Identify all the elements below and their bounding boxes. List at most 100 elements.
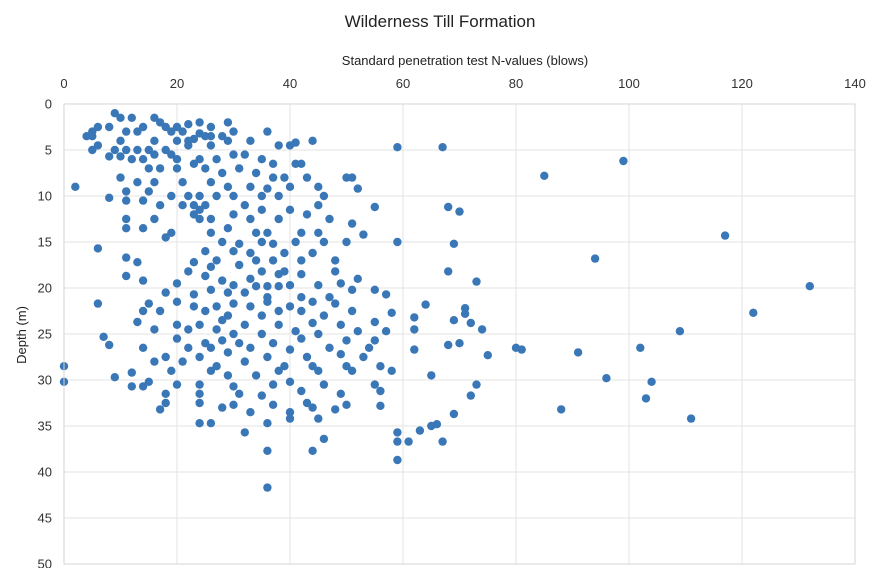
data-point [150, 325, 159, 334]
data-point [105, 193, 114, 202]
data-point [432, 420, 442, 429]
data-point [274, 270, 283, 279]
data-point [280, 248, 289, 258]
data-point [268, 339, 278, 348]
x-tick-label: 20 [170, 76, 184, 91]
data-point [223, 136, 233, 145]
y-tick-label: 15 [38, 235, 52, 250]
data-point [381, 290, 391, 299]
data-point [246, 302, 255, 311]
data-point [325, 343, 334, 352]
data-point [410, 325, 419, 334]
data-point [308, 362, 317, 371]
data-point [647, 377, 656, 386]
data-point [263, 282, 272, 291]
data-point [449, 409, 459, 419]
data-point [122, 224, 131, 233]
data-point [353, 327, 362, 336]
data-point [229, 127, 238, 136]
data-point [144, 299, 153, 308]
data-point [93, 299, 103, 308]
data-point [133, 127, 142, 136]
data-point [285, 345, 295, 354]
data-point [150, 150, 159, 159]
data-point [636, 343, 645, 352]
data-point [268, 159, 278, 168]
data-point [455, 339, 464, 348]
data-point [308, 403, 317, 412]
data-point [195, 380, 204, 389]
data-point [641, 394, 651, 403]
data-point [122, 253, 131, 262]
data-point [285, 408, 295, 417]
y-tick-label: 5 [45, 143, 52, 158]
data-point [359, 352, 368, 362]
data-point [133, 317, 142, 327]
data-point [393, 237, 402, 247]
data-point [201, 339, 210, 348]
data-point [218, 403, 227, 412]
data-point [223, 182, 233, 191]
data-point [184, 267, 193, 276]
data-point [212, 302, 221, 311]
data-point [201, 247, 210, 256]
data-point [460, 309, 470, 318]
data-point [285, 205, 295, 214]
data-point [150, 214, 159, 224]
data-point [285, 302, 295, 311]
data-point [393, 428, 402, 437]
data-point [116, 173, 125, 182]
data-point [342, 237, 351, 247]
data-point [172, 334, 182, 343]
data-point [155, 306, 165, 316]
data-point [331, 299, 340, 308]
data-point [675, 327, 685, 336]
data-point [285, 414, 295, 423]
data-point [291, 327, 300, 336]
data-point [257, 191, 266, 201]
y-tick-label: 10 [38, 189, 52, 204]
data-point [347, 219, 357, 228]
data-point [235, 339, 244, 348]
data-point [110, 145, 120, 155]
data-point [393, 437, 402, 446]
data-point [314, 281, 323, 290]
data-point [144, 377, 153, 386]
data-point [274, 191, 283, 201]
data-point [291, 138, 300, 147]
data-point [235, 239, 244, 248]
data-point [178, 201, 187, 210]
data-point [319, 380, 329, 389]
data-point [110, 373, 120, 382]
chart-title: Wilderness Till Formation [345, 12, 536, 31]
data-point [257, 237, 266, 247]
data-point [150, 178, 159, 187]
data-point [805, 282, 814, 291]
data-point [274, 306, 283, 316]
data-point [172, 155, 182, 164]
data-point [133, 258, 142, 267]
data-point [195, 214, 204, 224]
data-point [218, 168, 227, 178]
data-point [138, 224, 148, 233]
data-point [342, 400, 351, 409]
data-point [302, 210, 312, 219]
data-point [297, 159, 306, 168]
data-point [274, 214, 283, 224]
data-point [144, 187, 153, 196]
data-point [557, 405, 566, 414]
data-point [105, 152, 114, 161]
data-point [444, 340, 453, 350]
data-point [410, 313, 419, 322]
data-point [438, 437, 447, 446]
data-point [297, 228, 306, 237]
data-point [155, 405, 165, 414]
data-point [370, 285, 379, 294]
data-point [246, 343, 255, 352]
data-point [184, 120, 193, 129]
data-point [99, 332, 108, 341]
data-point [189, 210, 199, 219]
data-point [240, 357, 249, 366]
data-point [336, 320, 345, 329]
data-point [466, 391, 475, 400]
